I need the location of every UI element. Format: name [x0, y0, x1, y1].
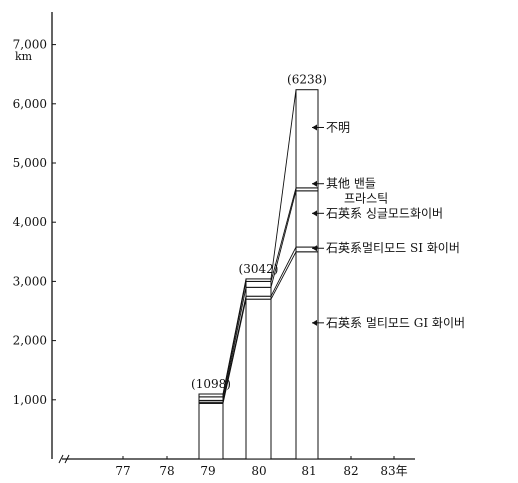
connector-line — [222, 287, 247, 401]
bar-segment — [198, 393, 224, 398]
bar-segment — [295, 190, 319, 248]
annotation-arrowhead — [312, 245, 317, 252]
y-tick-label: 5,000 — [13, 156, 47, 170]
bar-segment — [245, 286, 272, 297]
connector-line — [222, 278, 247, 395]
y-axis-ticks: 1,000 2,000 3,000 4,000 5,000 6,000 7,000 — [13, 38, 56, 407]
connector-line — [270, 187, 297, 282]
total-label: (1098) — [191, 377, 231, 391]
x-tick-label: 80 — [251, 464, 266, 478]
bar-segment — [245, 280, 272, 288]
annotation-arrowhead — [312, 180, 317, 187]
connector-line — [222, 296, 247, 403]
y-tick-label: 4,000 — [13, 215, 47, 229]
bar-segment — [245, 278, 272, 282]
annotation-label: 不明 — [326, 120, 350, 134]
x-tick-label: 79 — [200, 464, 215, 478]
bar-segment — [198, 396, 224, 401]
x-tick-label: 78 — [159, 464, 174, 478]
connector-line — [270, 89, 297, 279]
annotation-label: 프라스틱 — [344, 192, 388, 206]
y-tick-label: 2,000 — [13, 334, 47, 348]
annotation-label: 石英系 싱글모드화이버 — [326, 206, 443, 220]
bar-segment — [198, 402, 224, 460]
annotations: 石英系 멀티모드 GI 화이버 石英系멀티모드 SI 화이버 石英系 싱글모드화이버… — [312, 120, 465, 330]
annotation-label: 石英系멀티모드 SI 화이버 — [326, 241, 460, 255]
x-axis-ticks: 77 78 79 80 81 82 83年 — [115, 456, 408, 478]
connector-lines — [222, 89, 297, 404]
bar-segment — [295, 251, 319, 460]
x-tick-label: 83年 — [380, 464, 407, 478]
y-tick-label: 1,000 — [13, 393, 47, 407]
total-label: (3042) — [239, 262, 279, 276]
x-tick-label: 82 — [343, 464, 358, 478]
x-tick-label: 81 — [301, 464, 316, 478]
y-unit-label: km — [15, 50, 33, 63]
total-labels: (1098) (3042) (6238) — [191, 73, 327, 391]
axes — [51, 12, 415, 464]
annotation-arrowhead — [312, 124, 317, 131]
total-label: (6238) — [287, 73, 327, 87]
annotation-label: 其他 밴들 — [326, 177, 376, 191]
y-tick-label: 7,000 — [13, 38, 47, 52]
bar-segment — [295, 89, 319, 189]
annotation-arrowhead — [312, 319, 317, 326]
connector-line — [270, 190, 297, 288]
axis-break-mark — [58, 454, 70, 464]
connector-line — [270, 251, 297, 300]
annotation-arrowhead — [312, 210, 317, 217]
y-tick-label: 6,000 — [13, 97, 47, 111]
y-tick-label: 3,000 — [13, 274, 47, 288]
connector-line — [222, 281, 247, 397]
connector-line — [270, 246, 297, 297]
bars — [198, 89, 319, 460]
x-tick-label: 77 — [115, 464, 130, 478]
annotation-label: 石英系 멀티모드 GI 화이버 — [326, 316, 465, 330]
bar-segment — [245, 298, 272, 460]
